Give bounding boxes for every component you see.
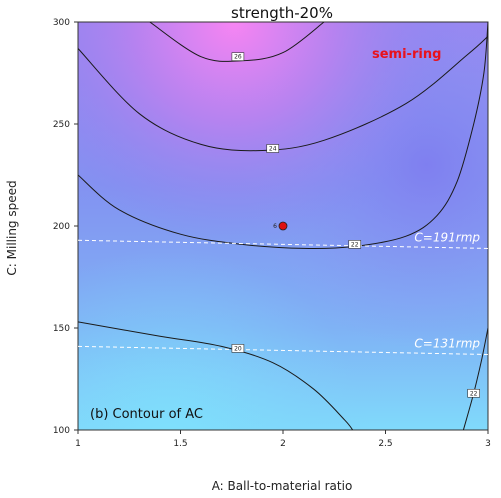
y-tick-label-4: 300	[53, 18, 70, 28]
contour-label-box-0	[231, 52, 245, 61]
reference-line-0	[78, 239, 488, 249]
semi-ring-annotation: semi-ring	[372, 47, 441, 62]
x-axis-label: A: Ball-to-material ratio	[212, 479, 353, 493]
y-tick-label-2: 200	[53, 222, 70, 232]
contour-label-20-3: 20	[234, 345, 242, 352]
contour-labels: 26 24 22 20 22	[231, 52, 480, 398]
x-tick-label-1: 1.5	[173, 439, 187, 449]
reference-line-1	[78, 345, 488, 356]
contour-label-box-1	[266, 144, 280, 153]
contour-label-box-2	[348, 240, 362, 249]
x-tick-label-2: 2	[280, 439, 286, 449]
y-axis-ticks: 100 150 200 250 300	[53, 18, 78, 436]
contour-label-box-3	[231, 344, 245, 353]
contour-label-26-0: 26	[234, 54, 242, 61]
y-tick-label-0: 100	[53, 426, 70, 436]
y-tick-label-3: 250	[53, 120, 70, 130]
reference-line-label-1: C=131rmp	[414, 337, 480, 351]
contour-line-22-4	[462, 327, 488, 430]
x-axis-ticks: 1 1.5 2 2.5 3	[75, 430, 491, 449]
reference-line-label-0: C=191rmp	[414, 230, 480, 244]
panel-caption: (b) Contour of AC	[90, 407, 203, 422]
chart-title: strength-20%	[231, 4, 333, 22]
contour-label-22-2: 22	[351, 241, 359, 248]
contour-line-24-1	[78, 35, 488, 152]
x-tick-label-0: 1	[75, 439, 81, 449]
y-axis-label: C: Milling speed	[5, 180, 19, 275]
reference-lines	[78, 239, 488, 356]
contour-label-22-4: 22	[470, 390, 478, 397]
design-point-layer: 6	[273, 221, 288, 231]
contour-line-20-3	[78, 321, 354, 430]
contour-line-22-2	[78, 22, 488, 250]
design-point	[278, 221, 288, 231]
design-point-label: 6	[273, 223, 277, 230]
x-tick-label-3: 2.5	[378, 439, 392, 449]
contour-label-24-1: 24	[269, 145, 277, 152]
x-tick-label-4: 3	[485, 439, 491, 449]
y-tick-label-1: 150	[53, 324, 70, 334]
contour-label-box-4	[467, 388, 480, 398]
